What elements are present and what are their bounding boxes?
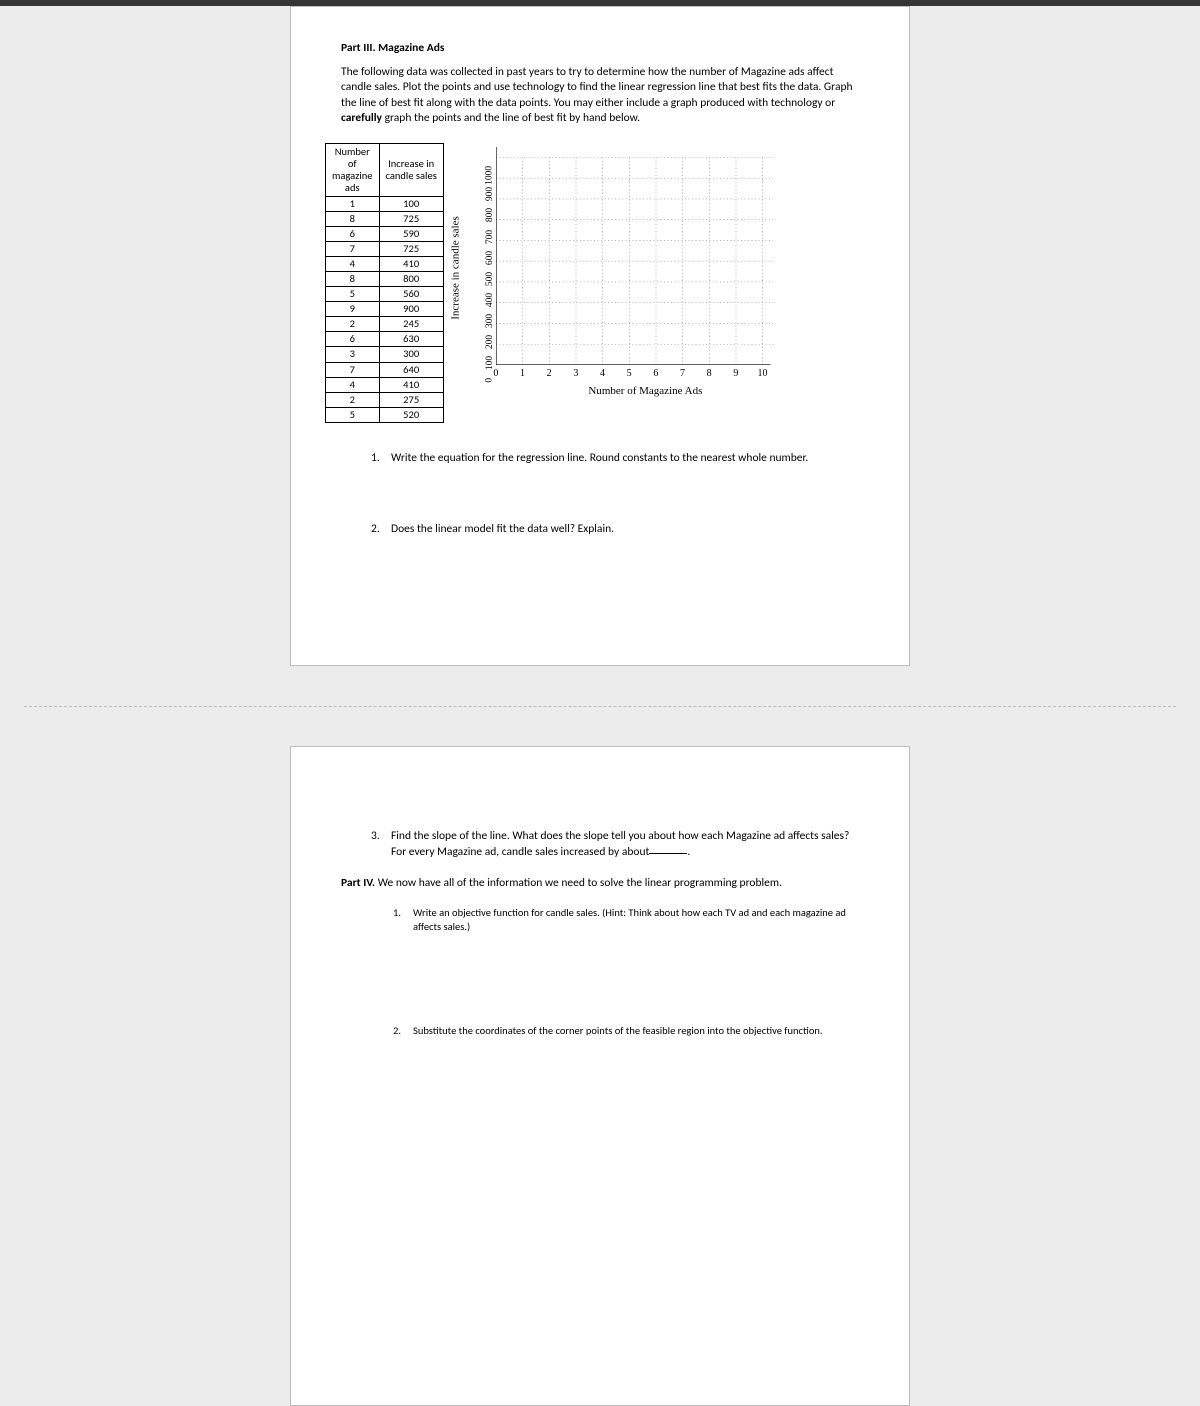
table-row: 1100 (326, 196, 444, 211)
question-1: 1. Write the equation for the regression… (371, 451, 859, 467)
chart-xlabel: Number of Magazine Ads (588, 384, 702, 399)
intro-bold: carefully (341, 111, 382, 125)
part4-heading: Part IV. We now have all of the informat… (341, 876, 859, 892)
table-row: 8800 (326, 272, 444, 287)
table-row: 6630 (326, 332, 444, 347)
table-row: 6590 (326, 226, 444, 241)
chart-plot-area (496, 147, 776, 365)
chart-xticks: 012345678910 (496, 367, 776, 381)
chart-ylabel: Increase in candle sales (448, 216, 463, 320)
chart: Increase in candle sales 010020030040050… (460, 143, 780, 393)
table-header-col2: Increase in candle sales (379, 143, 443, 196)
questions-pg2: 3. Find the slope of the line. What does… (341, 829, 859, 1038)
table-row: 5520 (326, 407, 444, 422)
part4-q1: 1. Write an objective function for candl… (393, 906, 859, 934)
table-row: 7725 (326, 242, 444, 257)
content-row: Number of magazine ads Increase in candl… (341, 143, 859, 423)
table-row: 3300 (326, 347, 444, 362)
document-viewport: Part III. Magazine Ads The following dat… (0, 0, 1200, 1406)
part4-q2: 2. Substitute the coordinates of the cor… (393, 1024, 859, 1038)
questions: 1. Write the equation for the regression… (341, 451, 859, 538)
data-table: Number of magazine ads Increase in candl… (325, 143, 444, 423)
chart-yticks: 01002003004005006007008009001000 (466, 143, 490, 365)
table-row: 4410 (326, 377, 444, 392)
document-page-1: Part III. Magazine Ads The following dat… (290, 6, 910, 666)
table-row: 4410 (326, 257, 444, 272)
table-row: 7640 (326, 362, 444, 377)
question-2: 2. Does the linear model fit the data we… (371, 522, 859, 538)
table-row: 9900 (326, 302, 444, 317)
fill-in-blank (649, 853, 687, 854)
page-separator (0, 666, 1200, 746)
table-header-col1: Number of magazine ads (326, 143, 380, 196)
intro-text: The following data was collected in past… (341, 65, 853, 110)
part4-questions: 1. Write an objective function for candl… (371, 906, 859, 1039)
intro-paragraph: The following data was collected in past… (341, 65, 859, 127)
table-row: 2245 (326, 317, 444, 332)
table-row: 5560 (326, 287, 444, 302)
document-page-2: 3. Find the slope of the line. What does… (290, 746, 910, 1406)
question-3-text: Find the slope of the line. What does th… (391, 829, 859, 860)
table-row: 8725 (326, 211, 444, 226)
part-title: Part III. Magazine Ads (341, 41, 859, 57)
table-row: 2275 (326, 392, 444, 407)
question-3: 3. Find the slope of the line. What does… (371, 829, 859, 860)
intro-text-2: graph the points and the line of best fi… (382, 111, 640, 125)
